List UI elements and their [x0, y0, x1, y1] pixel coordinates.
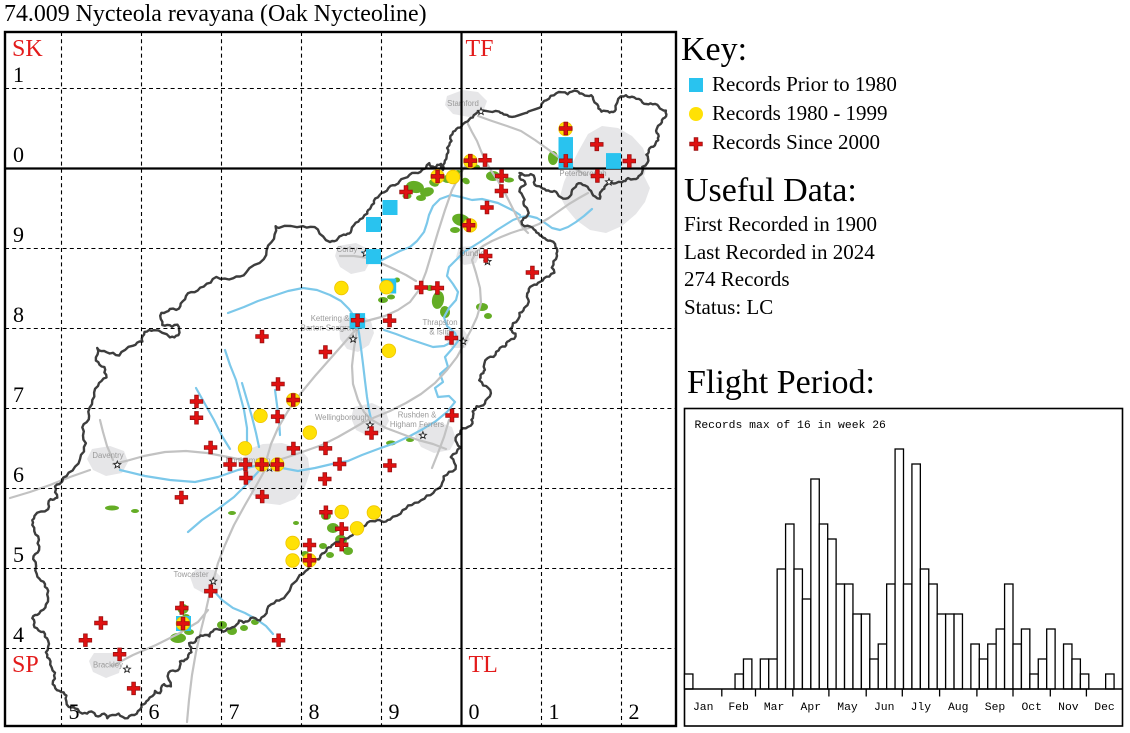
svg-text:6: 6 [13, 462, 24, 487]
svg-text:7: 7 [13, 382, 24, 407]
svg-text:TL: TL [469, 652, 498, 678]
svg-text:Wellingborough: Wellingborough [315, 413, 369, 422]
svg-text:Thrapston: Thrapston [422, 318, 457, 327]
svg-text:Kettering &: Kettering & [311, 314, 350, 323]
svg-text:8: 8 [13, 302, 24, 327]
svg-text:Feb: Feb [728, 702, 749, 714]
svg-text:Aug: Aug [948, 702, 969, 714]
svg-text:Brackley: Brackley [93, 661, 123, 670]
svg-text:Oundle: Oundle [459, 249, 484, 258]
svg-text:1: 1 [549, 699, 560, 724]
svg-text:Sep: Sep [985, 702, 1006, 714]
svg-text:8: 8 [309, 699, 320, 724]
svg-text:Corby: Corby [337, 245, 358, 254]
svg-text:5: 5 [13, 542, 24, 567]
svg-text:Northampton: Northampton [225, 456, 270, 465]
svg-text:SP: SP [12, 652, 39, 678]
svg-text:Peterborough: Peterborough [559, 169, 606, 178]
svg-text:9: 9 [13, 222, 24, 247]
svg-text:Mar: Mar [764, 702, 785, 714]
svg-text:1: 1 [13, 62, 24, 87]
svg-text:Higham Ferrers: Higham Ferrers [390, 420, 444, 429]
svg-text:May: May [837, 702, 858, 714]
svg-text:6: 6 [149, 699, 160, 724]
svg-text:2: 2 [629, 699, 640, 724]
svg-text:Jly: Jly [911, 702, 932, 714]
svg-text:Nov: Nov [1058, 702, 1079, 714]
svg-text:Towcester: Towcester [173, 570, 209, 579]
svg-text:Rushden &: Rushden & [398, 411, 437, 420]
svg-text:0: 0 [13, 142, 24, 167]
svg-text:Stamford: Stamford [447, 99, 479, 108]
svg-text:9: 9 [389, 699, 400, 724]
svg-text:Records max of 16 in week 26: Records max of 16 in week 26 [695, 420, 887, 432]
svg-text:Jan: Jan [693, 702, 714, 714]
svg-text:& Islip: & Islip [429, 328, 451, 337]
svg-text:5: 5 [69, 699, 80, 724]
svg-text:TF: TF [466, 36, 494, 62]
svg-text:Daventry: Daventry [92, 451, 123, 460]
svg-text:SK: SK [12, 36, 43, 62]
svg-text:4: 4 [13, 622, 24, 647]
svg-text:0: 0 [469, 699, 480, 724]
svg-text:7: 7 [229, 699, 240, 724]
svg-text:Dec: Dec [1094, 702, 1115, 714]
svg-text:Apr: Apr [801, 702, 822, 714]
svg-text:Oct: Oct [1021, 702, 1042, 714]
svg-text:Jun: Jun [874, 702, 895, 714]
